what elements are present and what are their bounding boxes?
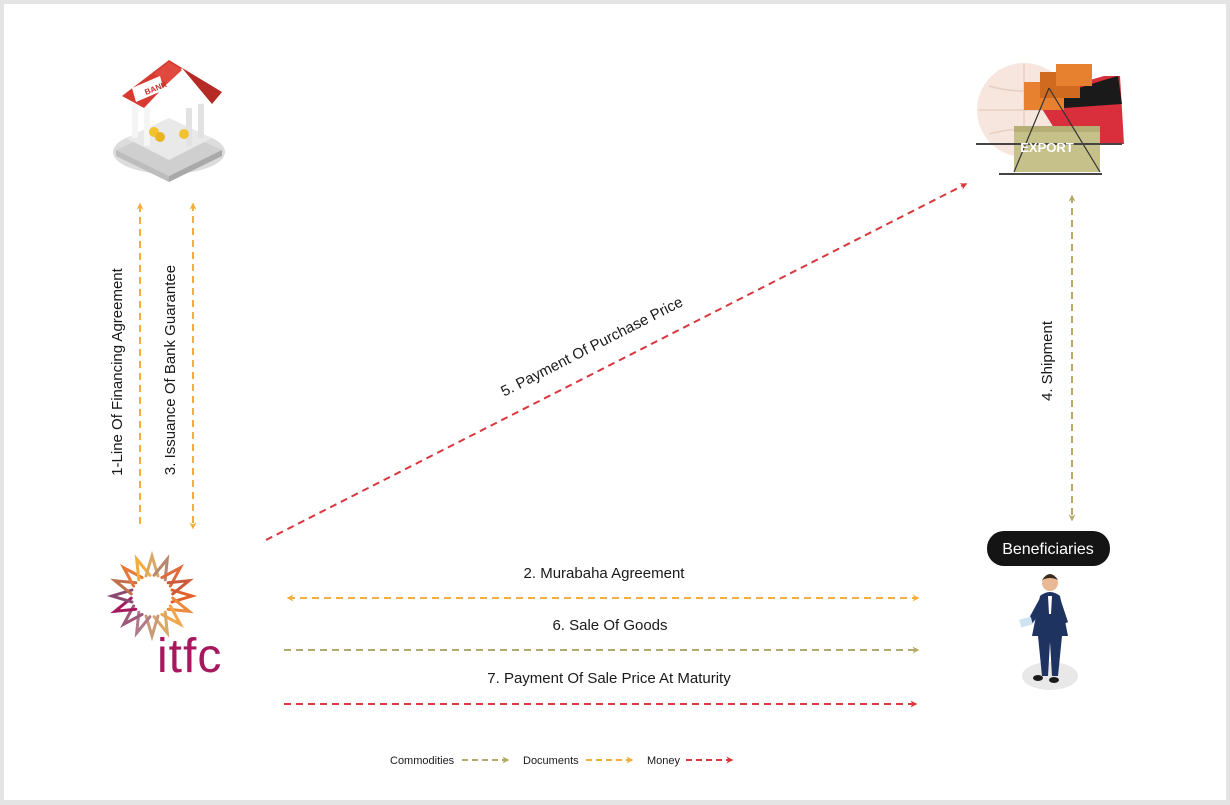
flow-diagram: BANK EXPORT itfc Beneficiaries: [106, 60, 1124, 767]
logo-chevron: [152, 554, 170, 582]
beneficiaries-badge: [987, 531, 1110, 566]
logo-chevron: [160, 604, 184, 628]
flow-1-label: 1-Line Of Financing Agreement: [109, 267, 126, 475]
legend-money-label: Money: [647, 755, 681, 767]
itfc-logo-text: itfc: [157, 630, 222, 683]
legend: Commodities Documents Money: [390, 755, 734, 767]
flow-3-label: 3. Issuance Of Bank Guarantee: [162, 265, 179, 475]
logo-chevron: [152, 610, 170, 638]
itfc-logo-mark: [106, 550, 198, 642]
diagram-canvas: BANK EXPORT itfc Beneficiaries: [4, 4, 1226, 800]
logo-chevron: [144, 614, 160, 642]
logo-chevron: [170, 588, 198, 604]
logo-chevron: [160, 564, 184, 588]
logo-chevron: [110, 578, 138, 596]
flow-4-label: 4. Shipment: [1039, 320, 1056, 401]
logo-chevron: [134, 610, 152, 638]
export-cargo-icon: [976, 63, 1124, 175]
logo-chevron: [110, 596, 138, 614]
logo-chevron: [106, 588, 134, 604]
legend-documents-label: Documents: [523, 755, 579, 767]
logo-chevron: [134, 554, 152, 582]
flow-5-payment-purchase-price-arrow: [265, 183, 968, 541]
export-sign-text: EXPORT: [1020, 140, 1074, 155]
logo-chevron: [120, 564, 144, 588]
bank-icon: [113, 60, 225, 182]
flow-7-label: 7. Payment Of Sale Price At Maturity: [487, 670, 731, 687]
logo-chevron: [120, 604, 144, 628]
flow-2-label: 2. Murabaha Agreement: [524, 565, 686, 582]
logo-chevron: [166, 578, 194, 596]
businessman-icon: [1019, 574, 1078, 690]
flow-6-label: 6. Sale Of Goods: [552, 617, 667, 634]
logo-chevron: [166, 596, 194, 614]
logo-chevron: [144, 550, 160, 578]
legend-commodities-label: Commodities: [390, 755, 455, 767]
beneficiaries-label: Beneficiaries: [1002, 541, 1094, 558]
flow-5-label: 5. Payment Of Purchase Price: [498, 294, 685, 401]
